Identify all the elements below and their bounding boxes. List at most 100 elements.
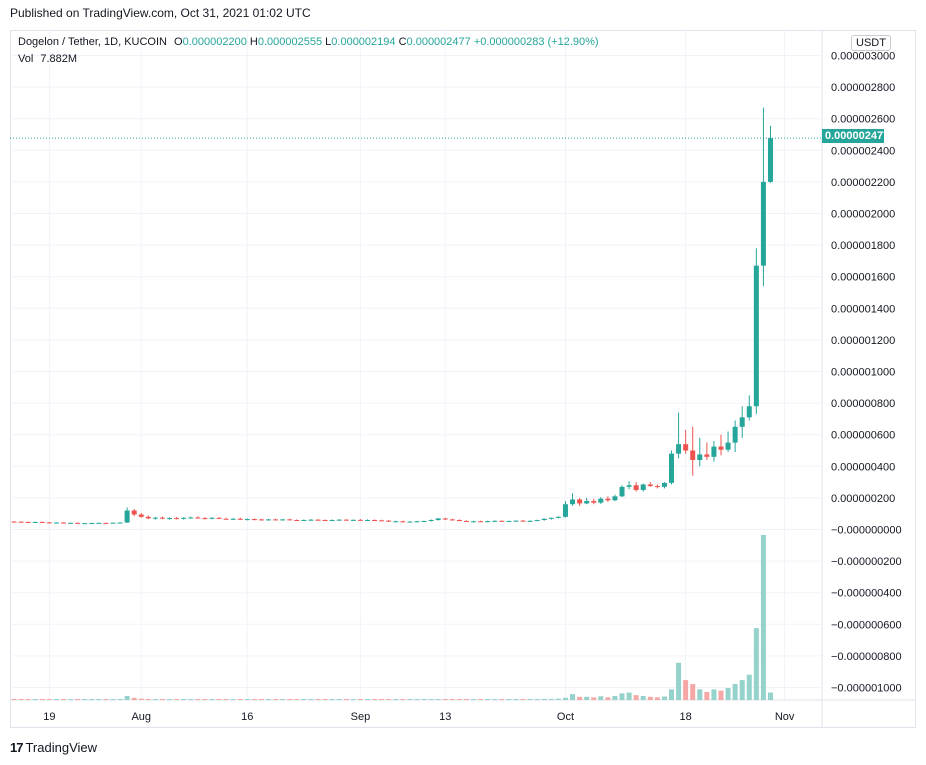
volume-bar [124, 696, 130, 700]
tradingview-brand[interactable]: 17 TradingView [10, 740, 97, 755]
volume-bar [244, 699, 250, 700]
volume-bar [753, 628, 759, 700]
volume-bar [11, 699, 17, 700]
volume-bar [471, 699, 477, 700]
time-tick-label: 13 [439, 711, 451, 723]
volume-bar [577, 696, 583, 700]
time-tick-label: 18 [680, 711, 692, 723]
candle [725, 442, 731, 450]
volume-bar [400, 699, 406, 700]
open-label: O [174, 36, 183, 48]
volume-bar [202, 699, 208, 700]
volume-label: Vol [18, 53, 34, 65]
volume-bar [357, 699, 363, 700]
price-tick-label: −0.000000400 [831, 588, 902, 600]
volume-bar [25, 699, 31, 700]
candle [230, 518, 236, 520]
volume-bar [195, 699, 201, 700]
candle [690, 450, 696, 460]
ohlc-legend: Dogelon / Tether, 1D, KUCOIN O0.00000220… [18, 36, 599, 48]
candle [478, 521, 484, 523]
candle [718, 446, 724, 450]
volume-bar [393, 699, 399, 700]
volume-bar [46, 699, 52, 700]
volume-bar [421, 699, 427, 700]
volume-bar [647, 696, 653, 700]
volume-bar [449, 699, 455, 700]
candle [103, 522, 109, 524]
candle [223, 518, 229, 520]
candle [386, 520, 392, 522]
candle [174, 518, 180, 520]
candle [520, 520, 526, 522]
candle [527, 520, 533, 522]
volume-bar [584, 696, 590, 700]
price-tick-label: 0.000001200 [831, 335, 895, 347]
volume-bar [414, 699, 420, 700]
volume-bar [117, 699, 123, 700]
volume-bar [428, 699, 434, 700]
candle [89, 523, 95, 525]
volume-bar [605, 697, 611, 700]
change-value: +0.000000283 (+12.90%) [473, 36, 599, 48]
price-tick-label: −0.000000200 [831, 556, 902, 568]
candle [499, 520, 505, 522]
candle [124, 510, 130, 523]
volume-bar [89, 699, 95, 700]
candle [343, 519, 349, 521]
time-tick-label: 16 [241, 711, 253, 723]
candle [96, 522, 102, 524]
candle [244, 519, 250, 521]
volume-bar [767, 692, 773, 700]
candle [577, 499, 583, 504]
candle [661, 482, 667, 487]
volume-bar [570, 694, 576, 700]
volume-bar [68, 699, 74, 700]
volume-bar [223, 699, 229, 700]
candle [449, 519, 455, 521]
candle [75, 522, 81, 524]
price-chart[interactable]: 0.000003000 0.000002800 0.000002600 0.00000… [10, 30, 916, 728]
brand-name: TradingView [25, 740, 98, 755]
volume-bar [506, 699, 512, 700]
candle [442, 518, 448, 520]
volume-bar [435, 699, 441, 700]
candle [301, 520, 307, 522]
price-tick-label: −0.000001000 [831, 683, 902, 695]
published-line: Published on TradingView.com, Oct 31, 20… [10, 6, 311, 20]
candle [53, 522, 59, 524]
volume-bar [181, 699, 187, 700]
candle [357, 519, 363, 521]
price-tick-label: −0.000000600 [831, 619, 902, 631]
candle [676, 444, 682, 454]
candle [534, 520, 540, 522]
volume-bar [548, 698, 554, 700]
volume-bar [138, 698, 144, 700]
volume-bar [53, 699, 59, 700]
volume-bar [39, 699, 45, 700]
volume-bar [336, 699, 342, 700]
candle [435, 518, 441, 521]
candle [562, 504, 568, 517]
volume-bar [174, 699, 180, 700]
candle [110, 522, 116, 524]
volume-bar [131, 697, 137, 700]
candle [273, 519, 279, 521]
candle [421, 520, 427, 522]
volume-bar [485, 699, 491, 700]
volume-bar [230, 699, 236, 700]
time-tick-label: Aug [131, 711, 151, 723]
open-value: 0.000002200 [182, 36, 247, 48]
volume-bar [732, 684, 738, 700]
volume-bar [739, 680, 745, 700]
volume-bar [273, 699, 279, 700]
volume-bar [379, 699, 385, 700]
time-tick-label: Nov [775, 711, 795, 723]
candle [414, 521, 420, 523]
volume-bar [555, 698, 561, 700]
chart-frame [10, 30, 916, 728]
volume-bar [110, 699, 116, 700]
volume-bar [492, 699, 498, 700]
volume-bar [541, 698, 547, 700]
currency-selector[interactable]: USDT [851, 35, 891, 51]
